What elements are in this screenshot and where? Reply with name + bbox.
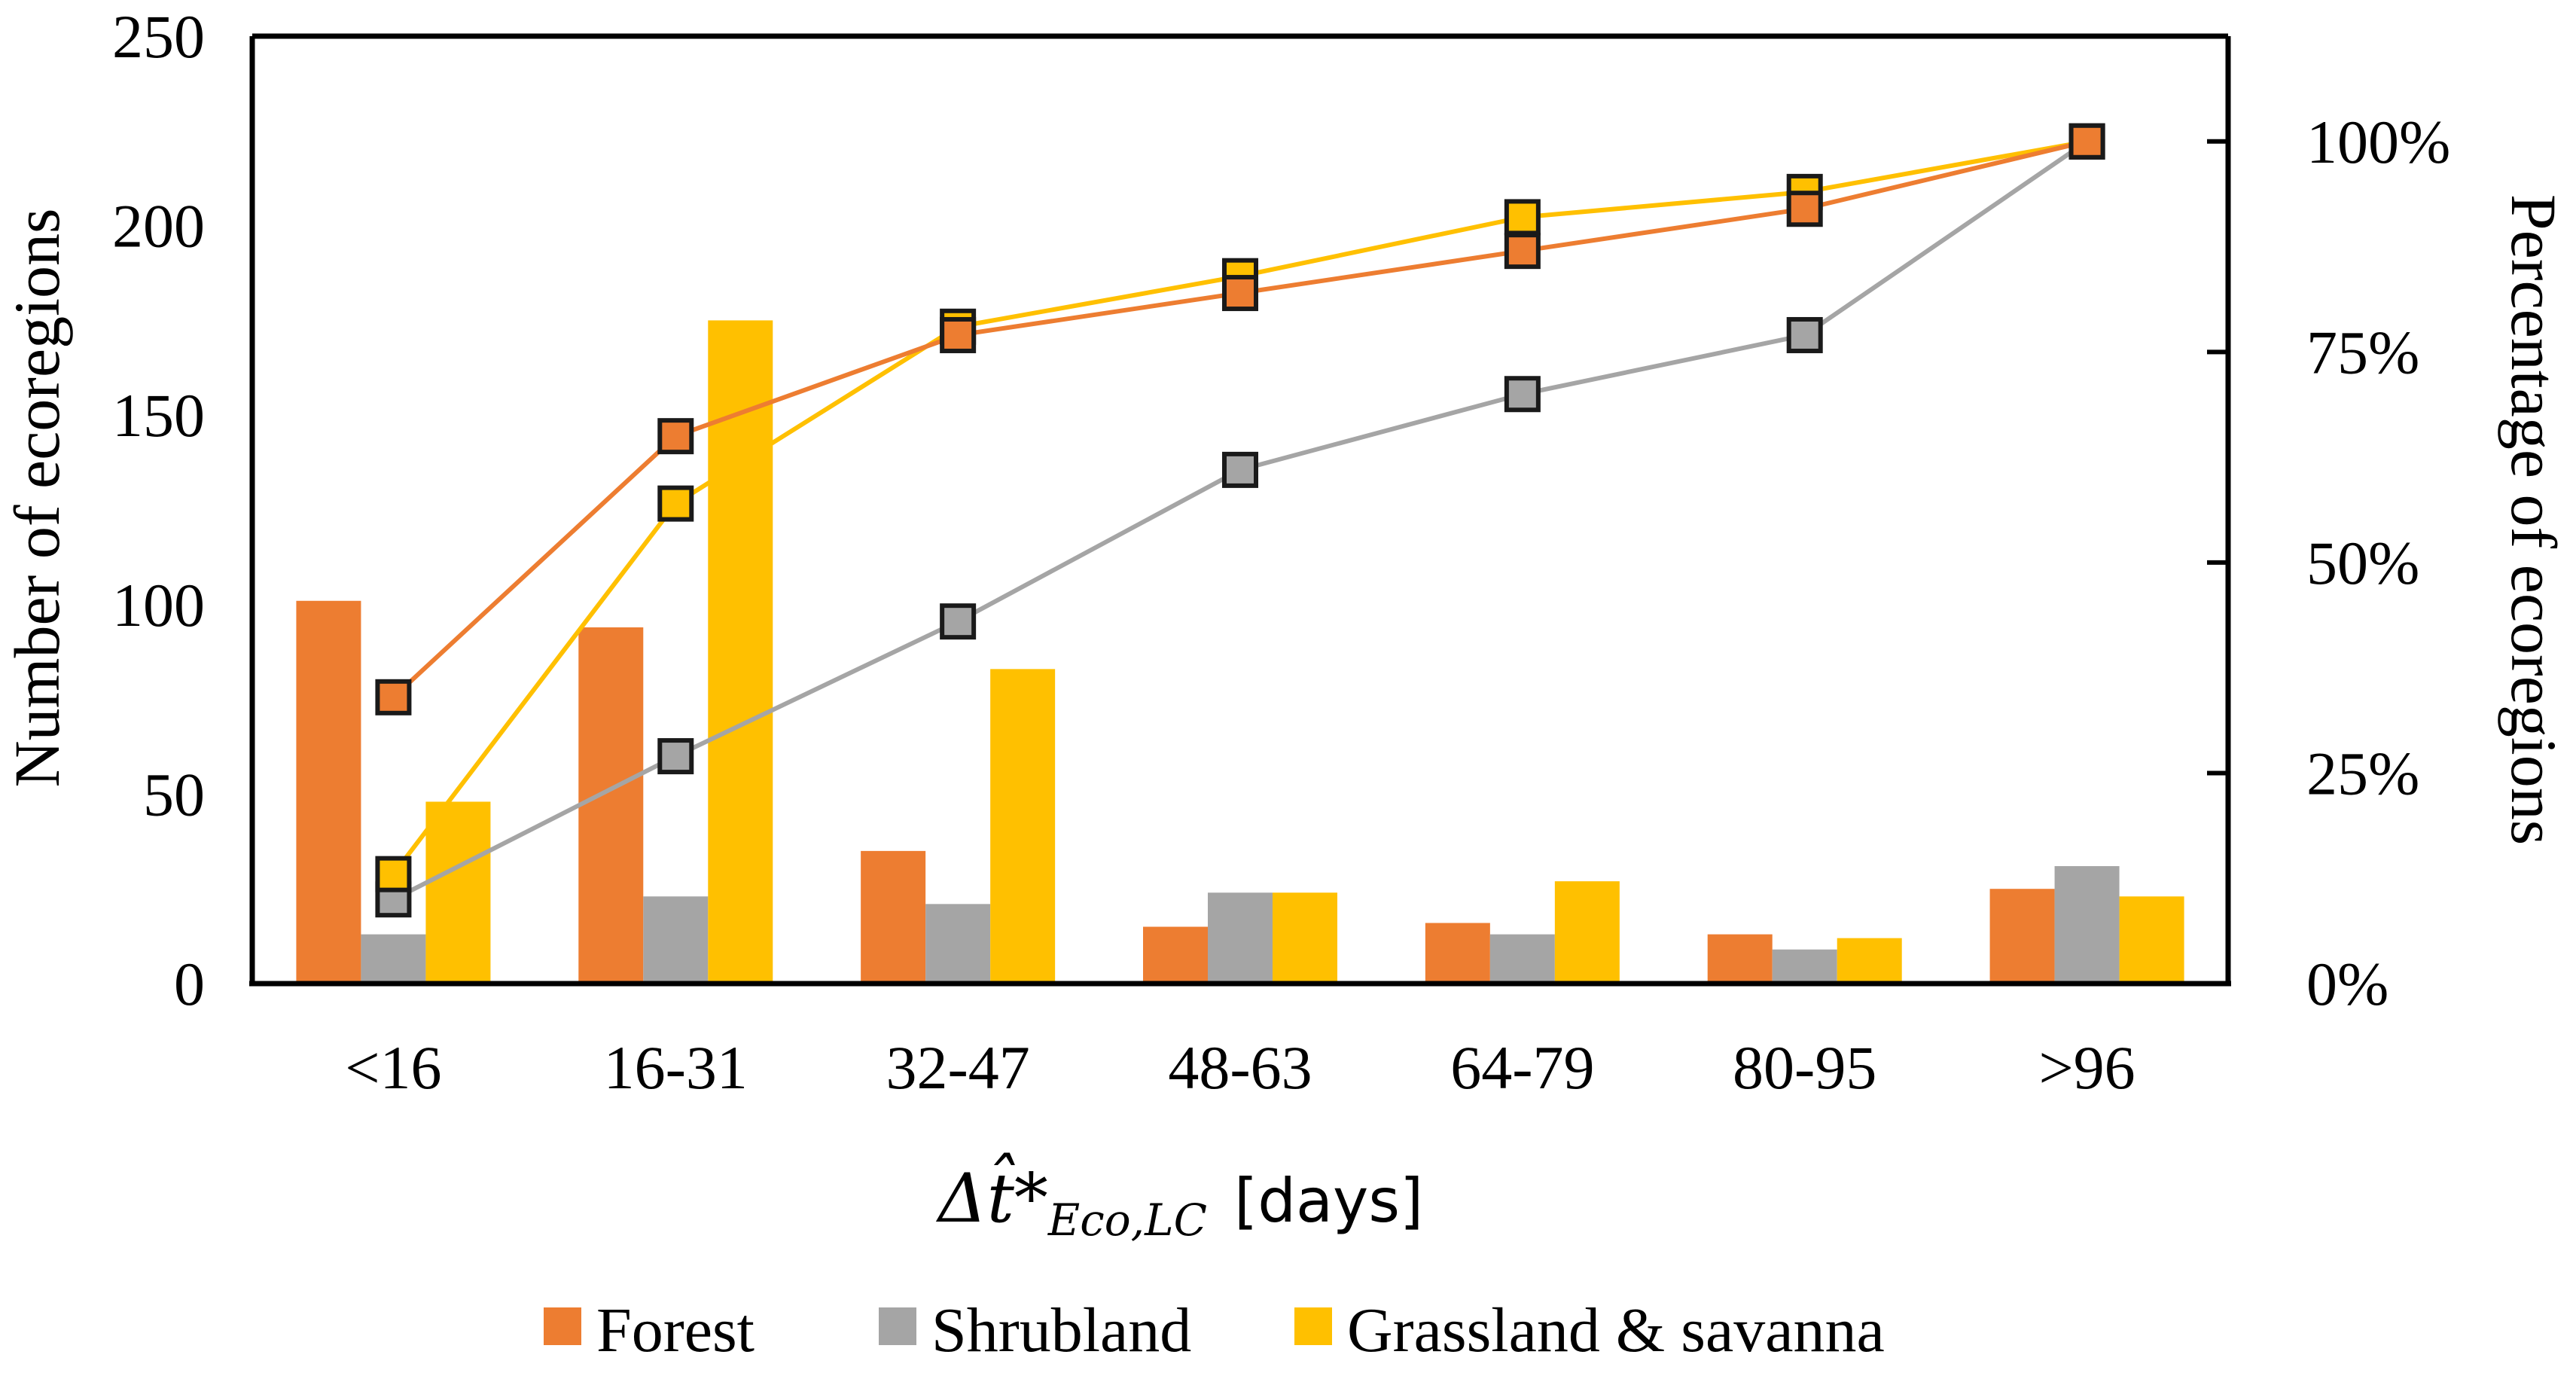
marker-grassland-savanna-4 (1504, 199, 1541, 236)
bar-forest-80-95 (1707, 934, 1773, 984)
x-axis-title-symbol: Δt̂* (936, 1152, 1048, 1238)
x-tick-label: 32-47 (886, 1033, 1029, 1102)
y-left-tick-label: 150 (112, 381, 205, 450)
marker-forest-2 (940, 316, 977, 353)
y-right-tick-label: 25% (2306, 739, 2419, 807)
x-tick-label: 48-63 (1168, 1033, 1312, 1102)
marker-forest-3 (1222, 275, 1258, 312)
bar-grassland-savanna-gt96 (2119, 896, 2184, 984)
legend-swatch-grassland-savanna (1294, 1307, 1332, 1345)
bar-grassland-savanna-16-31 (708, 320, 773, 984)
bar-shrubland-80-95 (1772, 949, 1837, 984)
x-tick-label: <16 (345, 1033, 441, 1102)
marker-shrubland-1 (657, 738, 694, 775)
legend-swatch-shrubland (879, 1307, 916, 1345)
marker-forest-1 (657, 418, 694, 455)
line-forest (392, 139, 2088, 700)
legend: Forest Shrubland Grassland & savanna (544, 1295, 1885, 1365)
line-shrubland (392, 139, 2089, 902)
marker-shrubland-2 (940, 603, 977, 640)
y-left-tick-label: 50 (143, 760, 205, 828)
bar-grassland-savanna-80-95 (1837, 938, 1902, 984)
y-right-tick-label: 75% (2306, 318, 2419, 386)
left-tick-labels: 0 50 100 150 200 250 (112, 2, 205, 1018)
marker-grassland-savanna-1 (657, 485, 694, 522)
bar-shrubland-64-79 (1489, 934, 1555, 984)
y-right-tick-label: 0% (2306, 950, 2389, 1018)
bar-grassland-savanna-64-79 (1554, 881, 1620, 984)
right-tick-labels: 0% 25% 50% 75% 100% (2207, 108, 2450, 1018)
marker-shrubland-5 (1786, 316, 1823, 353)
bar-forest-32-47 (861, 850, 926, 984)
bar-shrubland-lt16 (361, 934, 426, 984)
bar-grassland-savanna-lt16 (425, 801, 491, 984)
bar-forest-16-31 (578, 627, 644, 984)
x-tick-label: 64-79 (1450, 1033, 1594, 1102)
legend-label-grassland-savanna: Grassland & savanna (1347, 1295, 1885, 1365)
x-tick-label: >96 (2038, 1033, 2135, 1102)
y-right-tick-label: 50% (2306, 529, 2419, 597)
legend-label-shrubland: Shrubland (931, 1295, 1191, 1365)
bar-shrubland-16-31 (643, 896, 709, 984)
bar-grassland-savanna-32-47 (990, 669, 1056, 984)
marker-grassland-savanna-0 (375, 856, 412, 892)
marker-forest-4 (1504, 233, 1541, 270)
y-left-tick-label: 200 (112, 192, 205, 261)
legend-label-forest: Forest (596, 1295, 755, 1365)
x-axis-title-subscript: Eco,LC (1047, 1194, 1207, 1246)
bar-shrubland-32-47 (925, 904, 991, 984)
bar-forest-48-63 (1143, 926, 1208, 984)
y-left-tick-label: 250 (112, 2, 205, 71)
lines-layer (375, 123, 2105, 918)
marker-forest-5 (1786, 191, 1823, 227)
bar-forest-gt96 (1989, 889, 2055, 984)
bar-forest-64-79 (1425, 923, 1490, 984)
axes-layer (249, 33, 2231, 987)
x-tick-label: 16-31 (604, 1033, 748, 1102)
marker-shrubland-4 (1504, 376, 1541, 413)
x-axis-title-unit: [days] (1234, 1166, 1423, 1236)
bar-forest-lt16 (296, 600, 361, 984)
marker-forest-0 (375, 679, 412, 715)
x-tick-labels: <16 16-31 32-47 48-63 64-79 80-95 >96 (345, 1033, 2135, 1102)
bar-shrubland-gt96 (2054, 866, 2120, 984)
y-left-axis-title: Number of ecoregions (1, 209, 73, 788)
y-left-tick-label: 100 (112, 571, 205, 639)
marker-forest-6 (2068, 123, 2105, 160)
y-right-tick-label: 100% (2306, 108, 2450, 176)
bar-grassland-savanna-48-63 (1273, 892, 1337, 984)
x-tick-label: 80-95 (1733, 1033, 1876, 1102)
x-axis-title: Δt̂*Eco,LC [days] (936, 1152, 1424, 1246)
bar-shrubland-48-63 (1208, 892, 1273, 984)
line-grassland-savanna (392, 139, 2088, 876)
y-left-tick-label: 0 (174, 950, 205, 1018)
marker-shrubland-3 (1222, 451, 1258, 488)
bars-layer (296, 320, 2184, 984)
legend-swatch-forest (544, 1307, 581, 1345)
y-right-axis-title: Percentage of ecoregions (2498, 194, 2570, 845)
